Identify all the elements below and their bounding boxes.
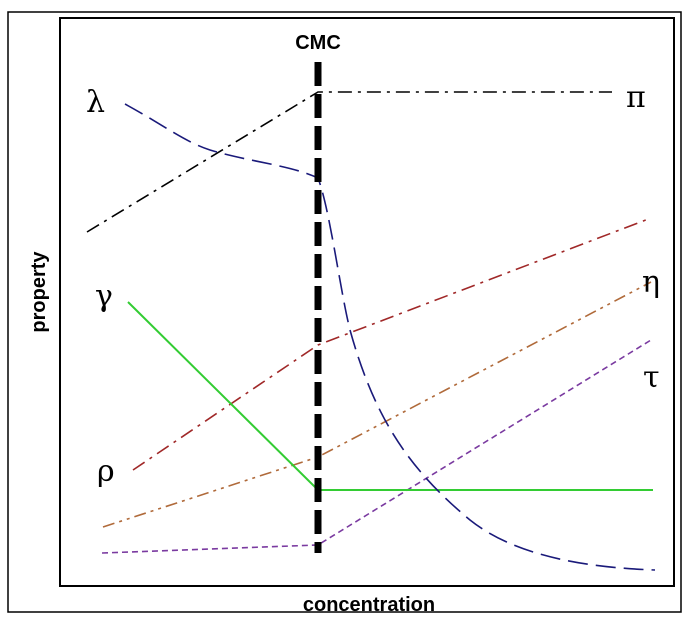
rho-curve	[132, 217, 652, 471]
outer-border	[7, 11, 682, 613]
lambda-curve	[124, 103, 656, 571]
tau-label: τ	[643, 360, 660, 395]
lambda-label: λ	[86, 85, 105, 120]
gamma-label: γ	[95, 279, 113, 314]
tau-curve	[101, 339, 652, 554]
cmc-label: CMC	[295, 32, 341, 54]
eta-curve	[102, 281, 652, 528]
eta-label: η	[642, 265, 660, 300]
plot-area	[59, 17, 675, 587]
pi-label: π	[626, 80, 646, 115]
y-axis-label: property	[28, 251, 50, 333]
x-axis-label: concentration	[303, 594, 435, 616]
pi-curve	[86, 91, 612, 233]
rho-label: ρ	[97, 454, 115, 489]
